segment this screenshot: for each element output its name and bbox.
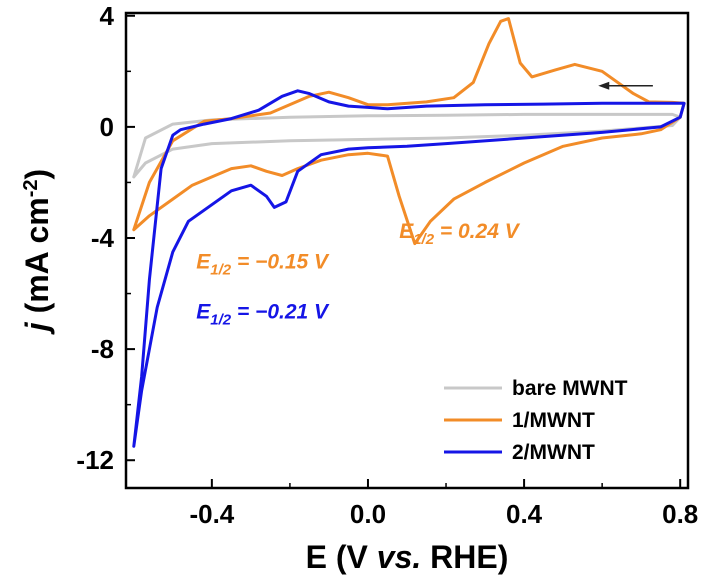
arrow-head-icon [598,81,610,90]
x-tick-label: 0.0 [350,499,386,529]
y-tick-label: 4 [100,1,115,31]
legend-label: 1/MWNT [512,409,595,432]
series-2-mwnt-line [132,89,686,448]
half-wave-potential-label: E1/2 = −0.15 V [196,251,330,279]
y-tick-label: -4 [91,223,115,253]
y-axis-title: j (mA cm-2) [19,169,55,335]
half-wave-potential-label: E1/2 = −0.21 V [196,301,330,329]
x-tick-label: -0.4 [189,499,234,529]
x-axis-ticks: -0.4 0.0 0.4 0.8 [189,479,698,529]
half-wave-potential-label: E1/2 = 0.24 V [399,220,521,248]
y-tick-label: 0 [100,112,114,142]
legend: bare MWNT 1/MWNT 2/MWNT [444,377,628,464]
legend-label: bare MWNT [512,377,628,400]
plot-frame [124,11,690,490]
curves-layer [132,17,686,448]
x-tick-label: 0.4 [506,499,543,529]
x-tick-label: 0.8 [662,499,698,529]
legend-label: 2/MWNT [512,441,595,464]
x-axis-title: E (V vs. RHE) [306,539,509,575]
y-tick-label: -12 [76,445,114,475]
y-tick-label: -8 [91,334,114,364]
y-axis-ticks: 4 0 -4 -8 -12 [76,1,135,475]
annotations-layer: E1/2 = 0.24 V E1/2 = −0.15 V E1/2 = −0.21 … [196,81,653,329]
